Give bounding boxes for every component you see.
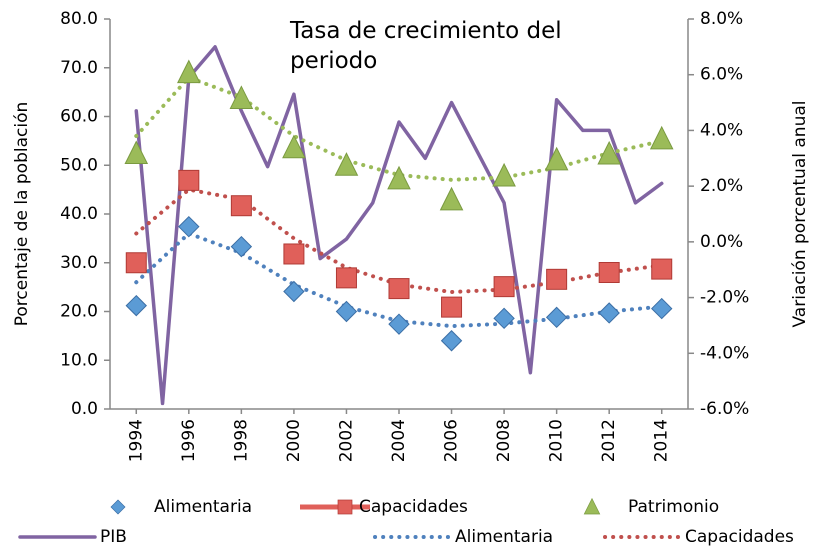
- triangle-marker: [177, 59, 201, 84]
- triangle-marker: [544, 146, 569, 171]
- triangle-marker: [124, 140, 149, 165]
- triangle-marker: [649, 125, 674, 150]
- square-marker: [546, 268, 568, 290]
- square-marker: [178, 169, 200, 191]
- square-marker: [493, 276, 515, 298]
- legend-label: Alimentaria: [154, 497, 252, 517]
- legend-marker: [337, 499, 353, 515]
- legend-label: Alimentaria: [455, 527, 553, 547]
- y2-tick-label: 2.0%: [700, 176, 743, 196]
- diamond-marker: [230, 235, 253, 258]
- y-tick-label: 10.0: [60, 350, 98, 370]
- x-tick-label: 2000: [284, 419, 304, 462]
- triangle-marker: [597, 140, 621, 165]
- line: [134, 45, 664, 406]
- x-tick-label: 2006: [442, 419, 462, 462]
- x-tick-label: 2014: [652, 419, 672, 462]
- diamond-marker: [283, 280, 305, 303]
- legend-label: PIB: [100, 527, 127, 547]
- y-tick-label: 0.0: [71, 399, 98, 419]
- x-tick-label: 2008: [494, 419, 514, 462]
- triangle-marker: [439, 186, 464, 211]
- y-axis-label: Porcentaje de la población: [12, 102, 32, 326]
- legend-label: Capacidades: [685, 527, 794, 547]
- x-tick-label: 2010: [547, 419, 567, 462]
- y2-tick-label: 0.0%: [700, 232, 743, 252]
- diamond-marker: [545, 306, 568, 329]
- y2-tick-label: 8.0%: [700, 9, 743, 29]
- y-tick-label: 40.0: [60, 204, 98, 224]
- square-marker: [283, 243, 305, 265]
- diamond-marker: [598, 302, 620, 324]
- diamond-marker: [651, 297, 673, 320]
- x-tick-label: 1998: [231, 419, 251, 462]
- y2-tick-label: -4.0%: [700, 343, 749, 363]
- legend-label: Patrimonio: [628, 497, 719, 517]
- square-marker: [230, 195, 252, 217]
- square-marker: [125, 252, 147, 274]
- triangle-marker: [334, 152, 359, 176]
- x-tick-label: 2002: [336, 419, 356, 462]
- x-tick-label: 1994: [126, 419, 146, 462]
- square-marker: [388, 278, 410, 300]
- diamond-marker: [388, 313, 410, 335]
- x-tick-label: 1996: [179, 419, 199, 462]
- triangle-marker: [387, 165, 411, 190]
- legend-label: Capacidades: [359, 497, 468, 517]
- y-tick-label: 20.0: [60, 302, 98, 322]
- y-tick-label: 60.0: [60, 107, 98, 127]
- diamond-marker: [335, 300, 358, 323]
- triangle-marker: [492, 162, 516, 187]
- y-tick-label: 50.0: [60, 155, 98, 175]
- square-marker: [441, 296, 463, 318]
- x-tick-label: 2012: [599, 419, 619, 462]
- trend-line: [134, 187, 664, 294]
- y2-tick-label: 6.0%: [700, 65, 743, 85]
- diamond-marker: [125, 294, 147, 317]
- legend-marker: [110, 499, 126, 515]
- square-marker: [335, 267, 357, 289]
- triangle-marker: [282, 134, 306, 159]
- y2-tick-label: 4.0%: [700, 120, 743, 140]
- square-marker: [651, 258, 673, 280]
- y-tick-label: 80.0: [60, 9, 98, 29]
- x-tick-label: 2004: [389, 419, 409, 462]
- triangle-marker: [229, 85, 254, 109]
- y-tick-label: 70.0: [60, 58, 98, 78]
- y2-tick-label: -2.0%: [700, 288, 749, 308]
- diamond-marker: [493, 307, 515, 330]
- diamond-marker: [178, 215, 200, 238]
- y2-tick-label: -6.0%: [700, 399, 749, 419]
- square-marker: [598, 262, 620, 283]
- legend-marker: [583, 497, 601, 515]
- diamond-marker: [440, 330, 463, 352]
- y-tick-label: 30.0: [60, 253, 98, 273]
- y2-axis-label: Variación porcentual anual: [790, 101, 810, 328]
- chart-title: Tasa de crecimiento del periodo: [290, 18, 562, 74]
